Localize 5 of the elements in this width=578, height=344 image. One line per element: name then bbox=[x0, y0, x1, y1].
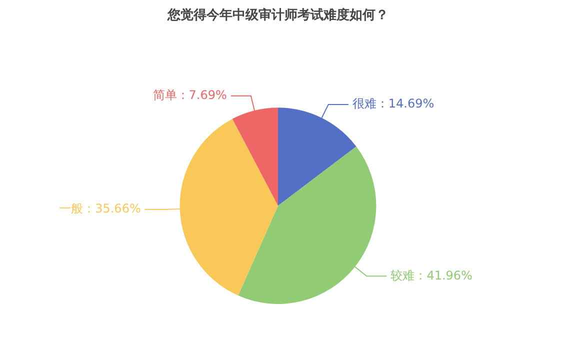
slice-label: 较难：41.96% bbox=[390, 268, 472, 282]
slice-label: 很难：14.69% bbox=[352, 96, 434, 111]
chart-title: 您觉得今年中级审计师考试难度如何？ bbox=[166, 7, 388, 24]
slice-label: 一般：35.66% bbox=[59, 202, 141, 216]
slice-label: 简单：7.69% bbox=[152, 88, 227, 102]
